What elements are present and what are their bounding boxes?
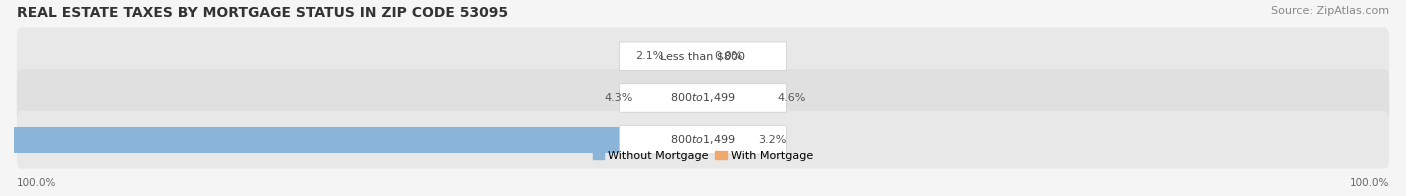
Bar bbox=[620, 43, 673, 69]
FancyBboxPatch shape bbox=[17, 69, 1389, 127]
Bar bbox=[747, 127, 786, 153]
Text: 2.1%: 2.1% bbox=[634, 51, 664, 61]
Text: 4.3%: 4.3% bbox=[605, 93, 633, 103]
Text: Source: ZipAtlas.com: Source: ZipAtlas.com bbox=[1271, 6, 1389, 16]
FancyBboxPatch shape bbox=[17, 111, 1389, 169]
Text: 100.0%: 100.0% bbox=[1350, 178, 1389, 188]
FancyBboxPatch shape bbox=[620, 84, 786, 112]
Text: REAL ESTATE TAXES BY MORTGAGE STATUS IN ZIP CODE 53095: REAL ESTATE TAXES BY MORTGAGE STATUS IN … bbox=[17, 6, 508, 20]
Text: 3.2%: 3.2% bbox=[758, 135, 786, 145]
Text: 100.0%: 100.0% bbox=[17, 178, 56, 188]
Text: 4.6%: 4.6% bbox=[778, 93, 806, 103]
Bar bbox=[766, 85, 786, 111]
Bar bbox=[620, 85, 644, 111]
FancyBboxPatch shape bbox=[620, 42, 786, 70]
FancyBboxPatch shape bbox=[17, 27, 1389, 85]
Text: $800 to $1,499: $800 to $1,499 bbox=[671, 133, 735, 146]
Text: Less than $800: Less than $800 bbox=[661, 51, 745, 61]
Text: $800 to $1,499: $800 to $1,499 bbox=[671, 92, 735, 104]
Legend: Without Mortgage, With Mortgage: Without Mortgage, With Mortgage bbox=[588, 146, 818, 165]
Bar bbox=[703, 43, 786, 69]
Bar bbox=[0, 127, 620, 153]
FancyBboxPatch shape bbox=[620, 126, 786, 154]
Text: 0.0%: 0.0% bbox=[714, 51, 742, 61]
